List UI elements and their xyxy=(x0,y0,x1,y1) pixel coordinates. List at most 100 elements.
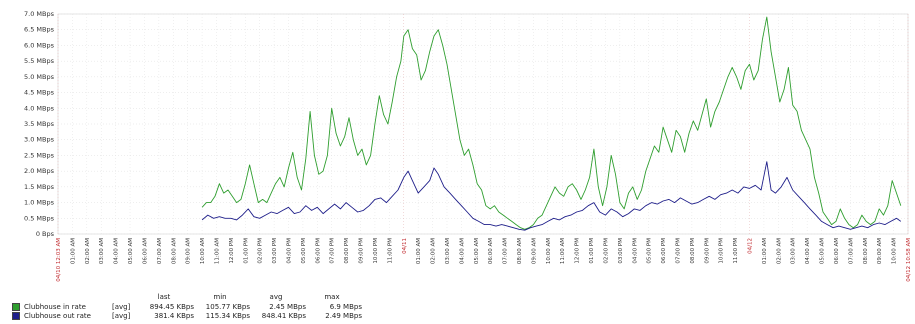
legend: last min avg max Clubhouse in rate [avg]… xyxy=(12,293,362,320)
x-tick-label: 10:00 PM xyxy=(719,238,725,264)
x-tick-label: 05:00 AM xyxy=(820,238,826,264)
y-tick-label: 2.5 MBps xyxy=(24,151,55,159)
x-tick-label: 06:00 AM xyxy=(834,238,840,264)
x-tick-label: 07:00 PM xyxy=(675,238,681,264)
legend-avg-value: 848.41 KBps xyxy=(261,311,306,320)
legend-max-value: 2.49 MBps xyxy=(325,311,362,320)
x-tick-label: 12:00 PM xyxy=(575,238,581,264)
legend-header-max: max xyxy=(324,293,340,301)
x-tick-label: 04/11 xyxy=(402,238,408,254)
legend-series-tag: [avg] xyxy=(112,311,131,320)
x-tick-label: 04:00 PM xyxy=(632,238,638,264)
y-tick-label: 0 Bps xyxy=(36,230,55,238)
x-tick-label: 01:00 AM xyxy=(762,238,768,264)
legend-min-value: 115.34 KBps xyxy=(205,311,250,320)
x-tick-label: 07:00 AM xyxy=(848,238,854,264)
legend-row-out-rate: Clubhouse out rate [avg] 381.4 KBps 115.… xyxy=(12,311,362,320)
x-tick-label: 01:00 AM xyxy=(70,238,76,264)
legend-min-value: 105.77 KBps xyxy=(205,302,250,311)
x-tick-label: 02:00 AM xyxy=(431,238,437,264)
y-tick-label: 1.0 MBps xyxy=(24,199,55,207)
x-tick-label: 03:00 PM xyxy=(272,238,278,264)
x-tick-label: 06:00 AM xyxy=(488,238,494,264)
legend-series-name: Clubhouse in rate xyxy=(24,302,86,311)
legend-series-tag: [avg] xyxy=(112,302,131,311)
x-tick-label: 06:00 PM xyxy=(661,238,667,264)
x-tick-label: 09:00 AM xyxy=(531,238,537,264)
x-tick-label: 02:00 PM xyxy=(603,238,609,264)
y-tick-label: 6.0 MBps xyxy=(24,41,55,49)
x-tick-label: 02:00 AM xyxy=(776,238,782,264)
y-tick-label: 0.5 MBps xyxy=(24,214,55,222)
x-tick-label: 04/12 xyxy=(748,238,754,254)
x-tick-label: 01:00 PM xyxy=(589,238,595,264)
legend-last-value: 381.4 KBps xyxy=(154,311,194,320)
legend-header-avg: avg xyxy=(269,293,283,301)
x-tick-label: 03:00 AM xyxy=(99,238,105,264)
y-tick-label: 7.0 MBps xyxy=(24,10,55,18)
legend-header-min: min xyxy=(213,293,227,301)
series-layer xyxy=(201,16,902,231)
y-axis: 0 Bps 0.5 MBps 1.0 MBps 1.5 MBps 2.0 MBps 2.5… xyxy=(24,10,55,238)
legend-swatch-in-rate xyxy=(12,302,20,311)
x-tick-label: 10:00 AM xyxy=(546,238,552,264)
x-tick-label: 08:00 PM xyxy=(690,238,696,264)
grid xyxy=(57,13,909,235)
x-tick-label: 02:00 AM xyxy=(85,238,91,264)
plot-frame xyxy=(57,13,909,235)
series-line-in-rate xyxy=(201,16,902,230)
x-tick-label: 04:00 AM xyxy=(114,238,120,264)
x-tick-label: 11:00 AM xyxy=(560,238,566,264)
legend-last-value: 894.45 KBps xyxy=(149,302,194,311)
legend-swatch-out-rate xyxy=(12,311,20,320)
legend-avg-value: 2.45 MBps xyxy=(269,302,306,311)
x-tick-label: 08:00 AM xyxy=(171,238,177,264)
x-tick-label: 09:00 PM xyxy=(704,238,710,264)
x-tick-label: 04:00 PM xyxy=(287,238,293,264)
x-tick-label: 02:00 PM xyxy=(258,238,264,264)
x-tick-label: 01:00 PM xyxy=(243,238,249,264)
x-tick-label: 04/12 10:58 AM xyxy=(906,238,912,282)
x-tick-label: 09:00 AM xyxy=(186,238,192,264)
y-tick-label: 2.0 MBps xyxy=(24,167,55,175)
x-tick-label: 05:00 AM xyxy=(474,238,480,264)
x-tick-label: 08:00 PM xyxy=(344,238,350,264)
x-tick-label: 07:00 AM xyxy=(157,238,163,264)
x-tick-label: 10:00 PM xyxy=(373,238,379,264)
legend-header-last: last xyxy=(157,293,171,301)
legend-max-value: 6.9 MBps xyxy=(329,302,362,311)
y-tick-label: 4.5 MBps xyxy=(24,89,55,97)
y-tick-label: 5.5 MBps xyxy=(24,57,55,65)
x-tick-label: 03:00 AM xyxy=(791,238,797,264)
x-tick-label: 03:00 PM xyxy=(618,238,624,264)
y-tick-label: 3.5 MBps xyxy=(24,120,55,128)
x-tick-label: 04:00 AM xyxy=(459,238,465,264)
x-tick-label: 09:00 PM xyxy=(359,238,365,264)
x-tick-label: 06:00 PM xyxy=(315,238,321,264)
legend-series-name: Clubhouse out rate xyxy=(24,311,91,320)
y-tick-label: 5.0 MBps xyxy=(24,73,55,81)
x-tick-label: 01:00 AM xyxy=(416,238,422,264)
legend-row-in-rate: Clubhouse in rate [avg] 894.45 KBps 105.… xyxy=(12,302,362,311)
x-tick-label: 09:00 AM xyxy=(877,238,883,264)
y-tick-label: 6.5 MBps xyxy=(24,26,55,34)
x-tick-label: 05:00 AM xyxy=(128,238,134,264)
y-tick-label: 1.5 MBps xyxy=(24,183,55,191)
x-tick-label: 07:00 PM xyxy=(330,238,336,264)
x-tick-label: 11:00 PM xyxy=(387,238,393,264)
x-tick-label: 03:00 AM xyxy=(445,238,451,264)
legend-header: last min avg max xyxy=(12,293,362,302)
x-tick-label: 10:00 AM xyxy=(200,238,206,264)
x-axis: 04/10 12:03 AM 01:00 AM 02:00 AM 03:00 AM 04… xyxy=(56,238,912,282)
x-tick-label: 10:00 AM xyxy=(892,238,898,264)
x-tick-label: 06:00 AM xyxy=(142,238,148,264)
x-tick-label: 05:00 PM xyxy=(301,238,307,264)
series-line-out-rate xyxy=(201,161,902,231)
y-tick-label: 3.0 MBps xyxy=(24,136,55,144)
x-tick-label: 04/10 12:03 AM xyxy=(56,238,62,282)
x-tick-label: 11:00 AM xyxy=(214,238,220,264)
x-tick-label: 12:00 PM xyxy=(229,238,235,264)
x-tick-label: 04:00 AM xyxy=(805,238,811,264)
y-tick-label: 4.0 MBps xyxy=(24,104,55,112)
